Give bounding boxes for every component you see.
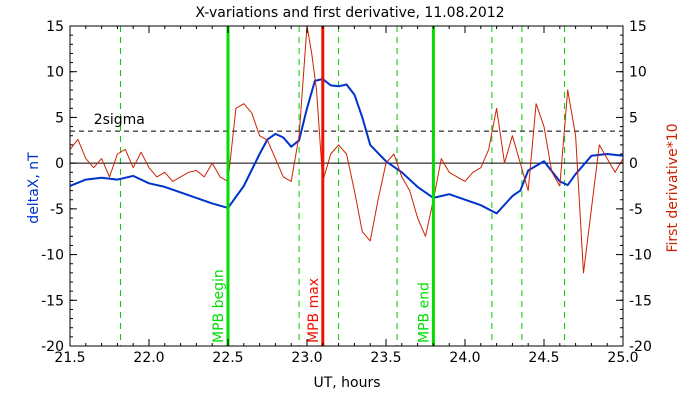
x-tick-label: 24.0 [449,350,480,366]
y-tick-label: 0 [55,156,64,172]
y-tick-label: 10 [46,65,64,81]
y-tick-label: 5 [55,110,64,126]
y-tick-label: -15 [41,293,64,309]
marker-label: MPB begin [211,269,227,343]
x-tick-label: 24.5 [528,350,559,366]
y2-tick-label: -20 [629,339,652,355]
y-tick-label: -10 [41,248,64,264]
y-tick-label: -20 [41,339,64,355]
chart-title: X-variations and first derivative, 11.08… [195,5,504,21]
x-tick-label: 22.0 [133,350,164,366]
deltax-series-line [70,78,623,215]
y-axis-label: deltaX, nT [26,152,42,224]
derivative-series-line [70,26,623,274]
sigma-label: 2sigma [94,112,145,128]
y2-tick-label: 10 [629,65,647,81]
y2-tick-label: -10 [629,248,652,264]
y2-tick-label: -5 [629,202,643,218]
x-tick-label: 23.5 [370,350,401,366]
plot-frame [69,25,624,347]
x-tick-label: 25.0 [607,350,638,366]
plot-area: 2sigma MPB begin MPB max MPB end 21.5 22.0 22.… [41,19,652,366]
y-tick-label: -5 [50,202,64,218]
x-tick-label: 22.5 [212,350,243,366]
marker-label: MPB max [306,278,322,343]
y2-axis-label: First derivative*10 [665,123,681,252]
y2-tick-label: -15 [629,293,652,309]
y-tick-label: 15 [46,19,64,35]
y2-tick-label: 15 [629,19,647,35]
x-axis-label: UT, hours [313,375,380,391]
marker-label: MPB end [416,282,432,343]
y2-tick-label: 0 [629,156,638,172]
y2-tick-label: 5 [629,110,638,126]
x-tick-label: 21.5 [54,350,85,366]
x-tick-label: 23.0 [291,350,322,366]
